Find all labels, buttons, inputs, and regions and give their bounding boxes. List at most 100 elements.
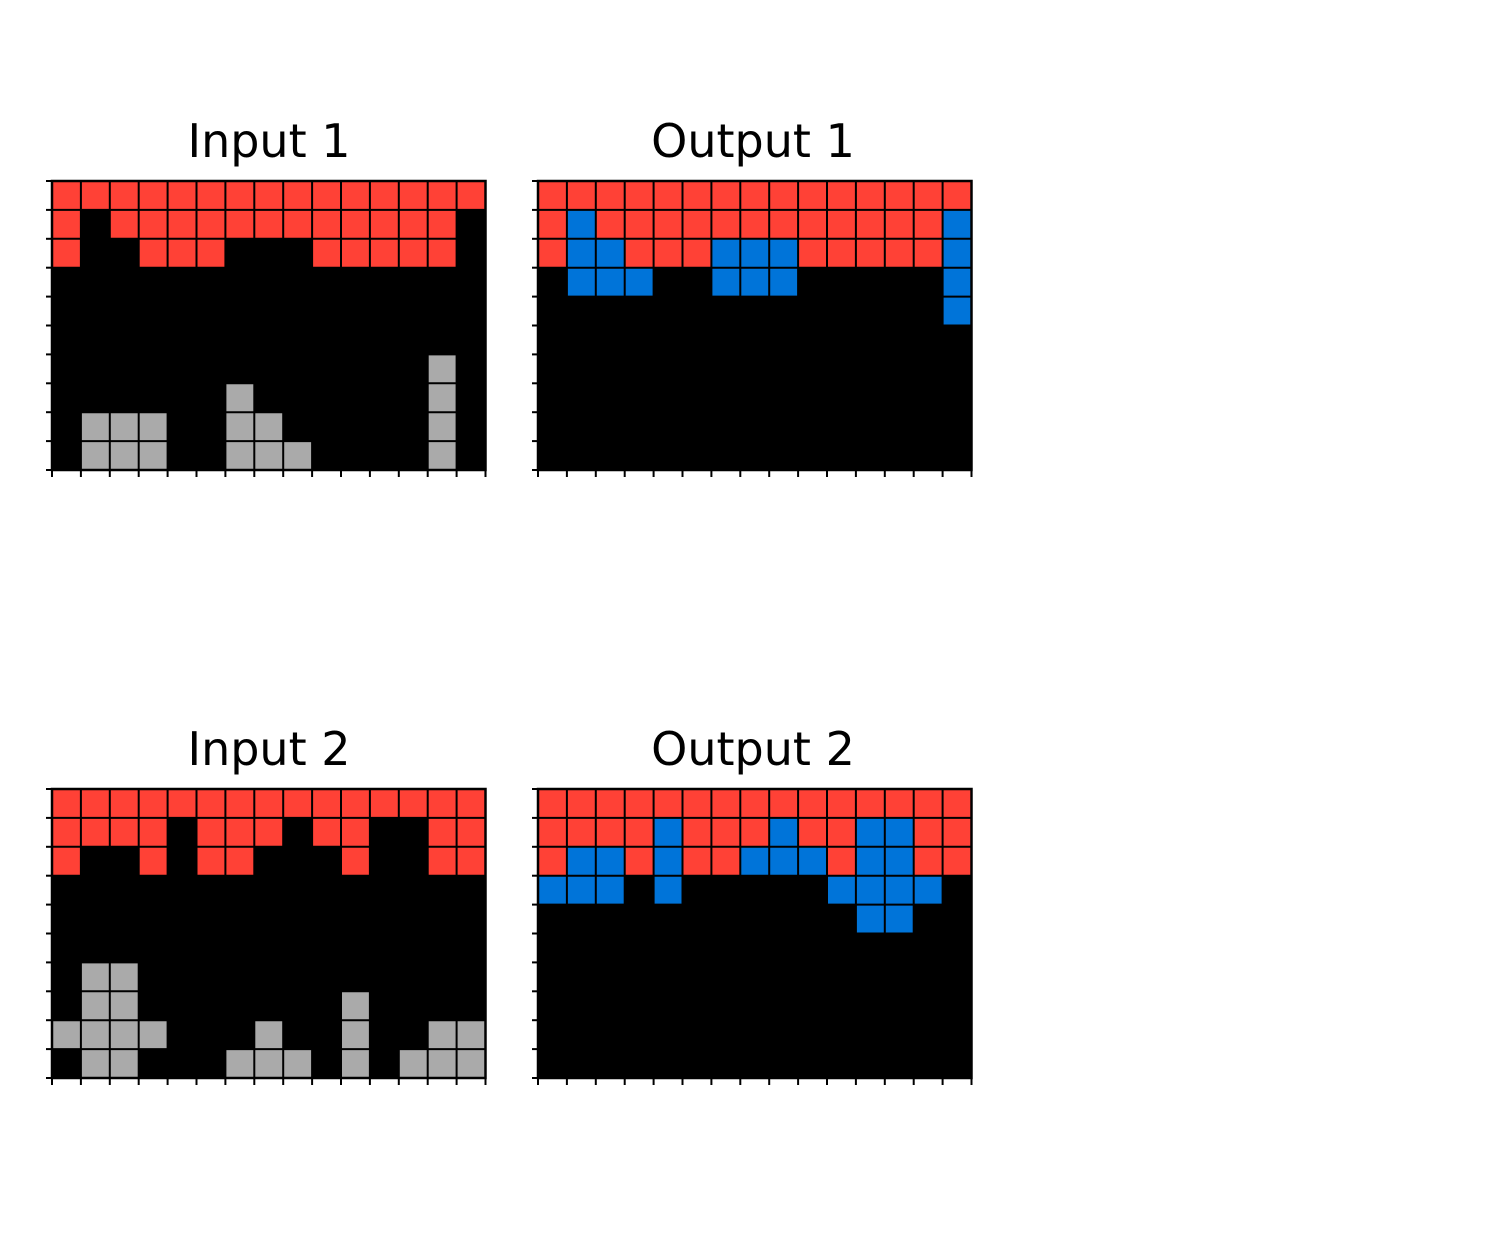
grid-cell: [109, 875, 139, 905]
grid-cell: [538, 209, 567, 239]
grid-cell: [798, 296, 827, 326]
grid-cell: [624, 296, 654, 326]
grid-cell: [653, 354, 683, 384]
grid-cell: [855, 354, 885, 384]
grid-cell: [398, 817, 428, 847]
grid-cell: [427, 817, 457, 847]
grid-cell: [711, 181, 741, 210]
grid-cell: [398, 296, 428, 326]
grid-cell: [341, 933, 370, 963]
grid-cell: [884, 817, 914, 847]
grid-cell: [682, 962, 712, 992]
grid-cell: [913, 904, 943, 934]
grid-cell: [254, 875, 284, 905]
grid-cell: [682, 933, 712, 963]
grid-cell: [682, 789, 712, 818]
grid-cell: [312, 325, 341, 355]
grid-cell: [283, 412, 313, 442]
grid-cell: [312, 846, 341, 876]
grid-cell: [624, 875, 654, 905]
grid-cell: [167, 846, 197, 876]
grid-cell: [942, 383, 972, 413]
grid-cell: [225, 1049, 255, 1078]
grid-cell: [711, 875, 741, 905]
grid-cell: [254, 441, 284, 470]
grid-cell: [109, 209, 139, 239]
grid-cell: [855, 325, 885, 355]
grid-cell: [398, 412, 428, 442]
grid-cell: [52, 991, 81, 1021]
grid-cell: [225, 181, 255, 210]
grid-cell: [595, 962, 625, 992]
grid-cell: [341, 296, 370, 326]
panel-title: Input 2: [188, 722, 351, 776]
panel-title: Output 1: [651, 114, 855, 168]
grid-cell: [769, 817, 799, 847]
grid-cell: [52, 296, 81, 326]
panel-title: Input 1: [188, 114, 351, 168]
grid-cell: [711, 904, 741, 934]
grid-cell: [398, 933, 428, 963]
grid-cell: [80, 846, 110, 876]
grid-cell: [711, 1020, 741, 1050]
grid-cell: [798, 875, 827, 905]
grid-cell: [624, 817, 654, 847]
grid-cell: [913, 181, 943, 210]
grid-cell: [254, 267, 284, 297]
grid-cell: [398, 441, 428, 470]
grid-cell: [624, 354, 654, 384]
grid-cell: [827, 296, 856, 326]
grid-cell: [769, 991, 799, 1021]
grid-cell: [884, 238, 914, 268]
grid-cell: [711, 383, 741, 413]
grid-cell: [538, 1020, 567, 1050]
grid-cell: [595, 441, 625, 470]
grid-cell: [711, 933, 741, 963]
grid-cell: [740, 412, 770, 442]
grid-cell: [196, 875, 226, 905]
grid-cell: [369, 962, 399, 992]
grid-cell: [595, 1049, 625, 1078]
grid-cell: [254, 962, 284, 992]
grid-cell: [884, 267, 914, 297]
grid-cell: [798, 383, 827, 413]
grid-cell: [138, 383, 168, 413]
grid-cell: [341, 817, 370, 847]
grid-cell: [566, 1049, 596, 1078]
grid-cell: [369, 383, 399, 413]
grid-cell: [566, 354, 596, 384]
grid-cell: [740, 383, 770, 413]
grid-cell: [312, 875, 341, 905]
grid-cell: [566, 296, 596, 326]
grid-cell: [369, 181, 399, 210]
grid-cell: [138, 991, 168, 1021]
grid-cell: [312, 441, 341, 470]
grid-cell: [538, 296, 567, 326]
grid-cell: [855, 875, 885, 905]
grid-cell: [769, 412, 799, 442]
grid-cell: [369, 267, 399, 297]
grid-cell: [109, 789, 139, 818]
grid-cell: [682, 1020, 712, 1050]
grid-cell: [798, 238, 827, 268]
grid-cell: [427, 181, 457, 210]
grid-cell: [196, 991, 226, 1021]
grid-cell: [225, 441, 255, 470]
grid-cell: [855, 1020, 885, 1050]
grid-cell: [398, 267, 428, 297]
grid-cell: [456, 441, 486, 470]
grid-cell: [740, 789, 770, 818]
grid-cell: [740, 1049, 770, 1078]
grid-cell: [398, 1020, 428, 1050]
grid-cell: [167, 933, 197, 963]
grid-cell: [653, 238, 683, 268]
grid-cell: [109, 181, 139, 210]
grid-cell: [312, 238, 341, 268]
grid-cell: [798, 412, 827, 442]
grid-cell: [566, 846, 596, 876]
grid-cell: [769, 904, 799, 934]
grid-cell: [884, 1020, 914, 1050]
grid-cell: [283, 354, 313, 384]
grid-cell: [827, 354, 856, 384]
grid-cell: [138, 296, 168, 326]
